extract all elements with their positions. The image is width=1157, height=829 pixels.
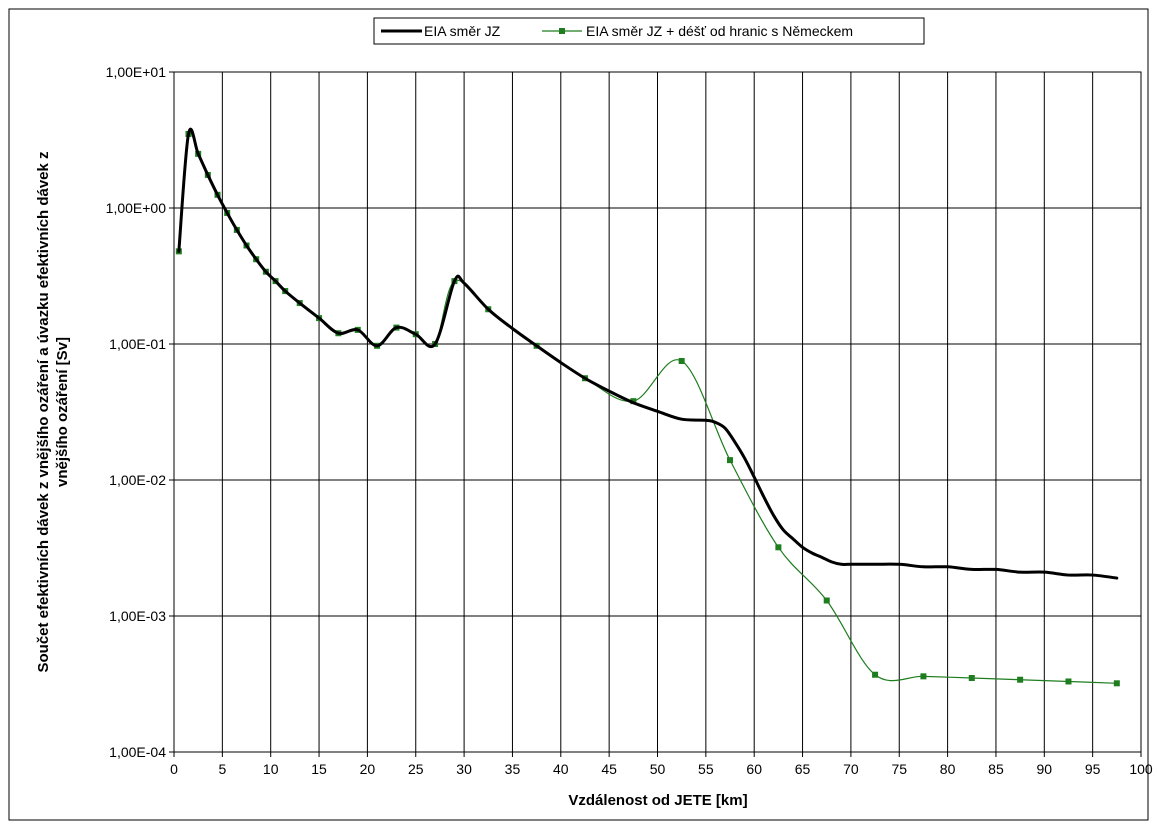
- y-tick-label: 1,00E+00: [106, 200, 167, 216]
- data-point: [678, 357, 685, 364]
- x-tick-label: 0: [170, 761, 178, 777]
- y-tick-label: 1,00E-04: [109, 744, 166, 760]
- data-point: [872, 671, 879, 678]
- data-point: [1113, 680, 1120, 687]
- y-tick-label: 1,00E-01: [109, 336, 166, 352]
- x-tick-label: 20: [360, 761, 376, 777]
- x-tick-label: 10: [263, 761, 279, 777]
- y-tick-label: 1,00E+01: [106, 64, 167, 80]
- data-point: [968, 675, 975, 682]
- x-tick-label: 90: [1037, 761, 1053, 777]
- data-point: [823, 597, 830, 604]
- data-point: [1065, 678, 1072, 685]
- x-tick-label: 85: [988, 761, 1004, 777]
- y-axis-title-line-1: Součet efektivních dávek z vnějšího ozář…: [35, 151, 52, 672]
- x-tick-label: 75: [891, 761, 907, 777]
- data-point: [775, 544, 782, 551]
- x-tick-label: 100: [1129, 761, 1153, 777]
- data-point: [1017, 676, 1024, 683]
- x-tick-label: 35: [505, 761, 521, 777]
- y-axis-title-line-2: vnějšího ozáření [Sv]: [54, 337, 71, 487]
- x-tick-label: 50: [650, 761, 666, 777]
- x-tick-label: 95: [1085, 761, 1101, 777]
- x-tick-label: 45: [601, 761, 617, 777]
- data-point: [920, 673, 927, 680]
- x-tick-label: 80: [940, 761, 956, 777]
- y-axis-ticks: 1,00E-04 1,00E-03 1,00E-02 1,00E-01 1,00E+00…: [106, 64, 174, 760]
- x-tick-label: 70: [843, 761, 859, 777]
- series: [175, 127, 1120, 687]
- y-axis-title: Součet efektivních dávek z vnějšího ozář…: [35, 151, 71, 672]
- legend-label-series-1: EIA směr JZ: [424, 23, 501, 39]
- x-tick-label: 40: [553, 761, 569, 777]
- x-axis-title: Vzdálenost od JETE [km]: [568, 792, 747, 809]
- x-tick-label: 5: [218, 761, 226, 777]
- x-tick-label: 55: [698, 761, 714, 777]
- x-tick-label: 15: [311, 761, 327, 777]
- x-tick-label: 25: [408, 761, 424, 777]
- x-axis-ticks: 0 5 10 15 20 25 30 35 40 45 50 55 60 65 70 75 80 85 90 95 10…: [170, 752, 1153, 777]
- x-tick-label: 65: [795, 761, 811, 777]
- x-tick-label: 60: [746, 761, 762, 777]
- x-tick-label: 30: [456, 761, 472, 777]
- chart-area-frame: [8, 8, 1149, 821]
- series-1: [177, 127, 1119, 580]
- series-line-1: [177, 127, 1119, 580]
- legend-box: [373, 17, 925, 45]
- legend-marker-series-2: [559, 28, 565, 34]
- legend-label-series-2: EIA směr JZ + déšť od hranic s Německem: [586, 23, 853, 39]
- y-tick-label: 1,00E-02: [109, 472, 166, 488]
- legend: EIA směr JZ EIA směr JZ + déšť od hranic…: [373, 17, 925, 45]
- y-tick-label: 1,00E-03: [109, 608, 166, 624]
- data-point: [727, 457, 734, 464]
